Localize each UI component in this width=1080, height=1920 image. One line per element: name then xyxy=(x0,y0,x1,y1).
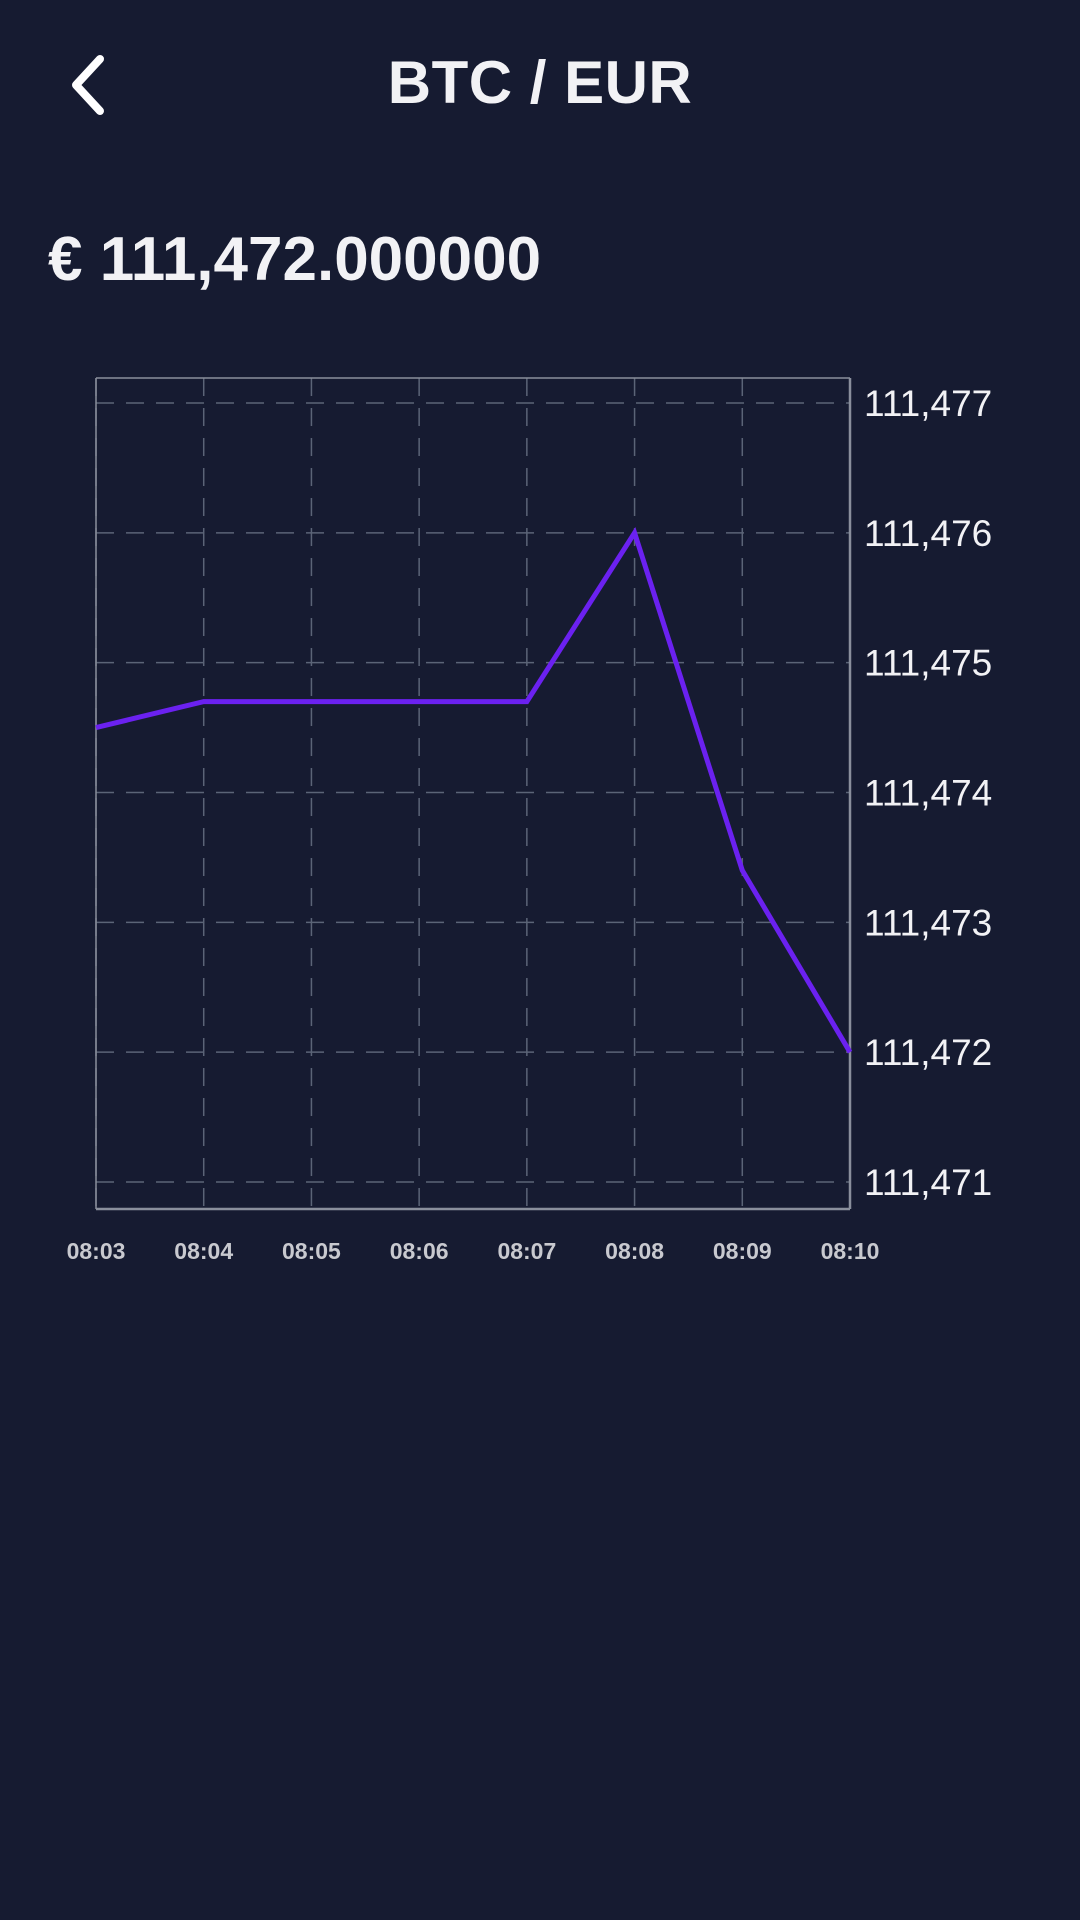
y-tick-label: 111,475 xyxy=(864,643,992,684)
x-tick-label: 08:08 xyxy=(605,1238,664,1264)
back-button[interactable] xyxy=(48,40,128,130)
y-tick-label: 111,471 xyxy=(864,1162,992,1203)
y-tick-label: 111,477 xyxy=(864,383,992,424)
y-tick-label: 111,474 xyxy=(864,773,992,814)
x-tick-label: 08:10 xyxy=(821,1238,880,1264)
price-chart: 111,477 111,476 111,475 111,474 111,473 111,4… xyxy=(0,360,1080,1280)
x-tick-label: 08:09 xyxy=(713,1238,772,1264)
y-tick-label: 111,476 xyxy=(864,513,992,554)
x-tick-label: 08:06 xyxy=(390,1238,449,1264)
current-price: € 111,472.000000 xyxy=(48,225,542,294)
x-tick-label: 08:04 xyxy=(174,1238,233,1264)
x-tick-label: 08:07 xyxy=(497,1238,556,1264)
series-line xyxy=(95,526,853,1054)
page-title: BTC / EUR xyxy=(387,49,693,116)
price-chart-svg: 111,477 111,476 111,475 111,474 111,473 111,4… xyxy=(67,377,992,1264)
y-tick-label: 111,472 xyxy=(864,1032,992,1073)
x-tick-label: 08:03 xyxy=(67,1238,126,1264)
x-tick-label: 08:05 xyxy=(282,1238,341,1264)
header: BTC / EUR xyxy=(0,0,1080,170)
y-tick-label: 111,473 xyxy=(864,902,992,943)
chevron-left-icon xyxy=(72,55,104,115)
